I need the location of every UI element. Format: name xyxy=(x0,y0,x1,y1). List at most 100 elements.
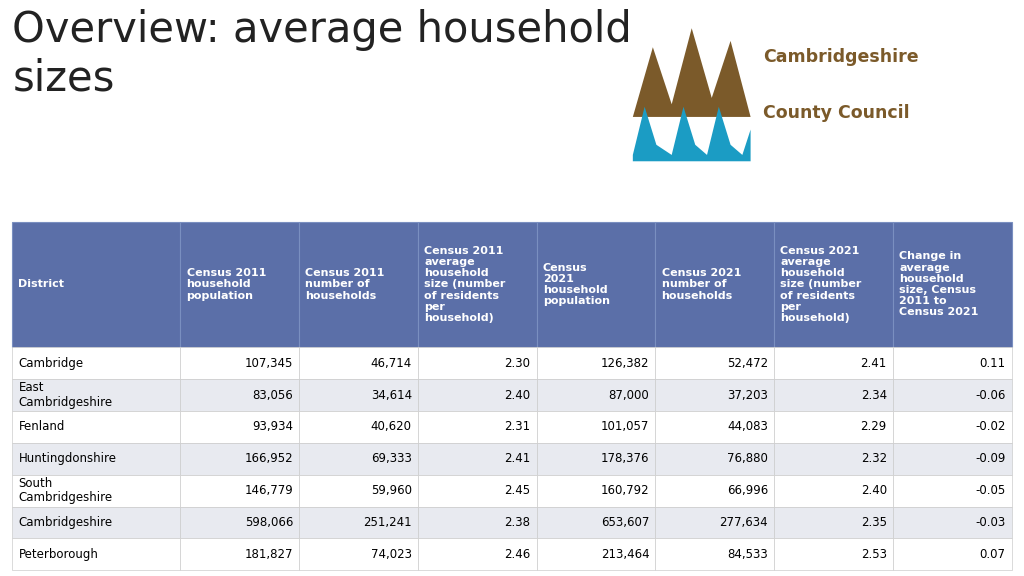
Text: 84,533: 84,533 xyxy=(727,548,768,561)
FancyBboxPatch shape xyxy=(774,443,893,475)
Text: Cambridgeshire: Cambridgeshire xyxy=(18,516,113,529)
FancyBboxPatch shape xyxy=(655,379,774,411)
Text: 653,607: 653,607 xyxy=(601,516,649,529)
Text: 0.11: 0.11 xyxy=(979,357,1006,370)
Text: 166,952: 166,952 xyxy=(245,452,293,465)
FancyBboxPatch shape xyxy=(893,506,1012,539)
Text: 2.31: 2.31 xyxy=(505,420,530,433)
Polygon shape xyxy=(633,107,751,161)
Text: 74,023: 74,023 xyxy=(371,548,412,561)
Text: 52,472: 52,472 xyxy=(727,357,768,370)
FancyBboxPatch shape xyxy=(299,475,418,506)
FancyBboxPatch shape xyxy=(12,347,180,379)
Text: Census 2021
average
household
size (number
of residents
per
household): Census 2021 average household size (numb… xyxy=(780,246,862,323)
FancyBboxPatch shape xyxy=(299,411,418,443)
FancyBboxPatch shape xyxy=(180,475,299,506)
FancyBboxPatch shape xyxy=(180,411,299,443)
FancyBboxPatch shape xyxy=(893,539,1012,570)
Text: 2.40: 2.40 xyxy=(505,388,530,401)
FancyBboxPatch shape xyxy=(655,411,774,443)
FancyBboxPatch shape xyxy=(537,506,655,539)
Text: 59,960: 59,960 xyxy=(371,484,412,497)
FancyBboxPatch shape xyxy=(655,475,774,506)
Text: 251,241: 251,241 xyxy=(364,516,412,529)
Text: -0.06: -0.06 xyxy=(975,388,1006,401)
Text: 93,934: 93,934 xyxy=(252,420,293,433)
Text: Census 2011
household
population: Census 2011 household population xyxy=(186,268,266,301)
Text: South
Cambridgeshire: South Cambridgeshire xyxy=(18,477,113,505)
Text: 2.30: 2.30 xyxy=(505,357,530,370)
Text: -0.03: -0.03 xyxy=(975,516,1006,529)
FancyBboxPatch shape xyxy=(299,506,418,539)
Text: -0.02: -0.02 xyxy=(975,420,1006,433)
Text: Fenland: Fenland xyxy=(18,420,65,433)
FancyBboxPatch shape xyxy=(180,379,299,411)
FancyBboxPatch shape xyxy=(418,539,537,570)
FancyBboxPatch shape xyxy=(418,411,537,443)
Text: 2.45: 2.45 xyxy=(505,484,530,497)
FancyBboxPatch shape xyxy=(774,506,893,539)
FancyBboxPatch shape xyxy=(12,539,180,570)
Text: 0.07: 0.07 xyxy=(980,548,1006,561)
Text: 2.34: 2.34 xyxy=(861,388,887,401)
FancyBboxPatch shape xyxy=(180,347,299,379)
FancyBboxPatch shape xyxy=(299,443,418,475)
Text: Change in
average
household
size, Census
2011 to
Census 2021: Change in average household size, Census… xyxy=(899,252,979,317)
Text: -0.05: -0.05 xyxy=(975,484,1006,497)
Text: 213,464: 213,464 xyxy=(601,548,649,561)
Text: 37,203: 37,203 xyxy=(727,388,768,401)
FancyBboxPatch shape xyxy=(774,411,893,443)
FancyBboxPatch shape xyxy=(893,475,1012,506)
Text: 178,376: 178,376 xyxy=(601,452,649,465)
Text: Overview: average household
sizes: Overview: average household sizes xyxy=(12,9,632,99)
Text: 69,333: 69,333 xyxy=(371,452,412,465)
FancyBboxPatch shape xyxy=(299,222,418,347)
Text: 34,614: 34,614 xyxy=(371,388,412,401)
FancyBboxPatch shape xyxy=(537,411,655,443)
FancyBboxPatch shape xyxy=(299,539,418,570)
FancyBboxPatch shape xyxy=(418,347,537,379)
Text: Census 2021
number of
households: Census 2021 number of households xyxy=(662,268,741,301)
FancyBboxPatch shape xyxy=(180,222,299,347)
Text: District: District xyxy=(18,279,65,290)
FancyBboxPatch shape xyxy=(655,506,774,539)
FancyBboxPatch shape xyxy=(299,379,418,411)
Text: Census
2021
household
population: Census 2021 household population xyxy=(543,263,610,306)
FancyBboxPatch shape xyxy=(655,222,774,347)
Text: 277,634: 277,634 xyxy=(720,516,768,529)
Text: Census 2011
average
household
size (number
of residents
per
household): Census 2011 average household size (numb… xyxy=(424,246,506,323)
FancyBboxPatch shape xyxy=(537,475,655,506)
FancyBboxPatch shape xyxy=(537,347,655,379)
Text: 2.35: 2.35 xyxy=(861,516,887,529)
FancyBboxPatch shape xyxy=(655,347,774,379)
Text: 66,996: 66,996 xyxy=(727,484,768,497)
FancyBboxPatch shape xyxy=(12,475,180,506)
Text: 2.41: 2.41 xyxy=(504,452,530,465)
FancyBboxPatch shape xyxy=(893,443,1012,475)
FancyBboxPatch shape xyxy=(299,347,418,379)
Text: 76,880: 76,880 xyxy=(727,452,768,465)
FancyBboxPatch shape xyxy=(774,539,893,570)
Text: 2.41: 2.41 xyxy=(860,357,887,370)
FancyBboxPatch shape xyxy=(180,506,299,539)
Text: 2.53: 2.53 xyxy=(861,548,887,561)
FancyBboxPatch shape xyxy=(893,379,1012,411)
Text: County Council: County Council xyxy=(763,104,909,122)
FancyBboxPatch shape xyxy=(418,475,537,506)
Text: 46,714: 46,714 xyxy=(371,357,412,370)
FancyBboxPatch shape xyxy=(655,539,774,570)
FancyBboxPatch shape xyxy=(12,506,180,539)
FancyBboxPatch shape xyxy=(893,411,1012,443)
Text: 87,000: 87,000 xyxy=(608,388,649,401)
Text: 107,345: 107,345 xyxy=(245,357,293,370)
FancyBboxPatch shape xyxy=(180,443,299,475)
Text: 101,057: 101,057 xyxy=(601,420,649,433)
Text: 160,792: 160,792 xyxy=(601,484,649,497)
Text: Cambridgeshire: Cambridgeshire xyxy=(763,48,919,66)
Text: 126,382: 126,382 xyxy=(601,357,649,370)
FancyBboxPatch shape xyxy=(12,443,180,475)
Text: Huntingdonshire: Huntingdonshire xyxy=(18,452,117,465)
FancyBboxPatch shape xyxy=(12,379,180,411)
FancyBboxPatch shape xyxy=(774,347,893,379)
Text: 598,066: 598,066 xyxy=(245,516,293,529)
